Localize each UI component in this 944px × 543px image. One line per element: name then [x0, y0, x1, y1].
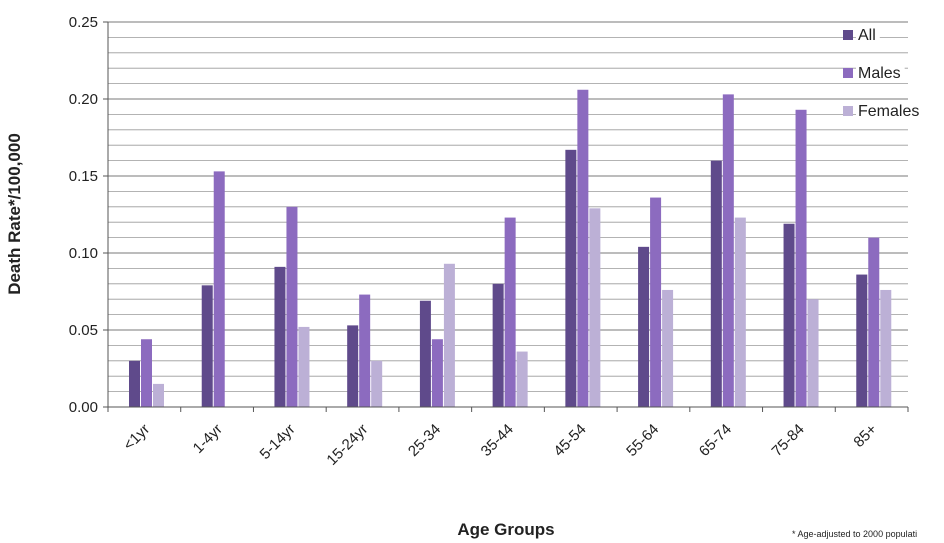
y-axis-title: Death Rate*/100,000 [5, 133, 24, 295]
legend-label-females: Females [858, 103, 919, 120]
bar-females-7 [662, 289, 674, 407]
x-tick-label: 45-54 [550, 421, 589, 460]
bar-males-6 [577, 89, 589, 407]
x-tick-label: 35-44 [478, 421, 517, 460]
bar-all-10 [856, 274, 868, 407]
bar-males-9 [795, 109, 807, 407]
y-tick-label: 0.05 [69, 322, 98, 339]
bar-females-10 [880, 289, 892, 407]
bar-males-4 [431, 339, 443, 407]
bar-all-6 [565, 149, 577, 407]
bar-males-0 [141, 339, 152, 407]
x-tick-label: 65-74 [696, 421, 735, 460]
x-tick-label: 55-64 [623, 421, 662, 460]
legend-label-bg [856, 24, 880, 44]
legend-swatch-all [843, 30, 853, 40]
x-tick-label: 75-84 [769, 421, 808, 460]
x-tick-label: 25-34 [405, 421, 444, 460]
y-tick-label: 0.00 [69, 399, 98, 416]
bar-all-0 [129, 360, 140, 407]
bar-all-5 [492, 283, 504, 407]
bar-males-10 [868, 237, 880, 407]
y-tick-labels: 0.00 0.05 0.10 0.15 0.20 0.25 [69, 14, 108, 416]
y-tick-label: 0.15 [69, 168, 98, 185]
bar-all-3 [347, 325, 359, 407]
bar-males-1 [213, 171, 225, 407]
legend-swatch-males [843, 68, 853, 78]
bar-males-5 [504, 217, 516, 407]
bar-males-3 [359, 294, 371, 407]
legend-label-bg [856, 62, 905, 82]
x-tick-label: 85+ [850, 421, 880, 451]
bar-females-6 [589, 208, 601, 407]
bar-females-9 [807, 299, 819, 407]
legend-label-all: All [858, 27, 876, 44]
gridlines [108, 21, 908, 393]
legend-label-bg [856, 100, 924, 120]
x-tick-label: 5-14yr [257, 421, 299, 463]
legend-swatch-females [843, 106, 853, 116]
bar-females-5 [516, 351, 528, 407]
bar-males-2 [286, 206, 298, 407]
y-tick-label: 0.10 [69, 245, 98, 262]
legend-label-males: Males [858, 65, 901, 82]
bar-all-8 [710, 160, 722, 407]
legend: All Males Females [843, 24, 924, 120]
axes [107, 22, 908, 408]
y-tick-label: 0.20 [69, 91, 98, 108]
bar-all-4 [419, 300, 431, 407]
bar-all-7 [638, 246, 650, 407]
bar-males-8 [722, 94, 734, 407]
x-axis-title: Age Groups [457, 520, 554, 539]
bar-series [129, 89, 892, 407]
x-tick-labels: <1yr 1-4yr 5-14yr 15-24yr 25-34 35-44 45-54 55-… [107, 407, 909, 469]
x-tick-label: <1yr [120, 421, 153, 454]
bar-all-9 [783, 223, 795, 407]
bar-females-4 [443, 263, 455, 407]
y-tick-label: 0.25 [69, 14, 98, 31]
x-tick-label: 1-4yr [190, 421, 226, 457]
bar-females-0 [153, 383, 164, 407]
footnote: * Age-adjusted to 2000 populati [792, 529, 917, 539]
bar-males-7 [650, 197, 662, 407]
bar-females-3 [371, 360, 383, 407]
bar-all-2 [274, 266, 286, 407]
bar-females-2 [298, 326, 310, 407]
x-tick-label: 15-24yr [323, 421, 371, 469]
bar-females-8 [734, 217, 746, 407]
bar-all-1 [201, 285, 213, 407]
